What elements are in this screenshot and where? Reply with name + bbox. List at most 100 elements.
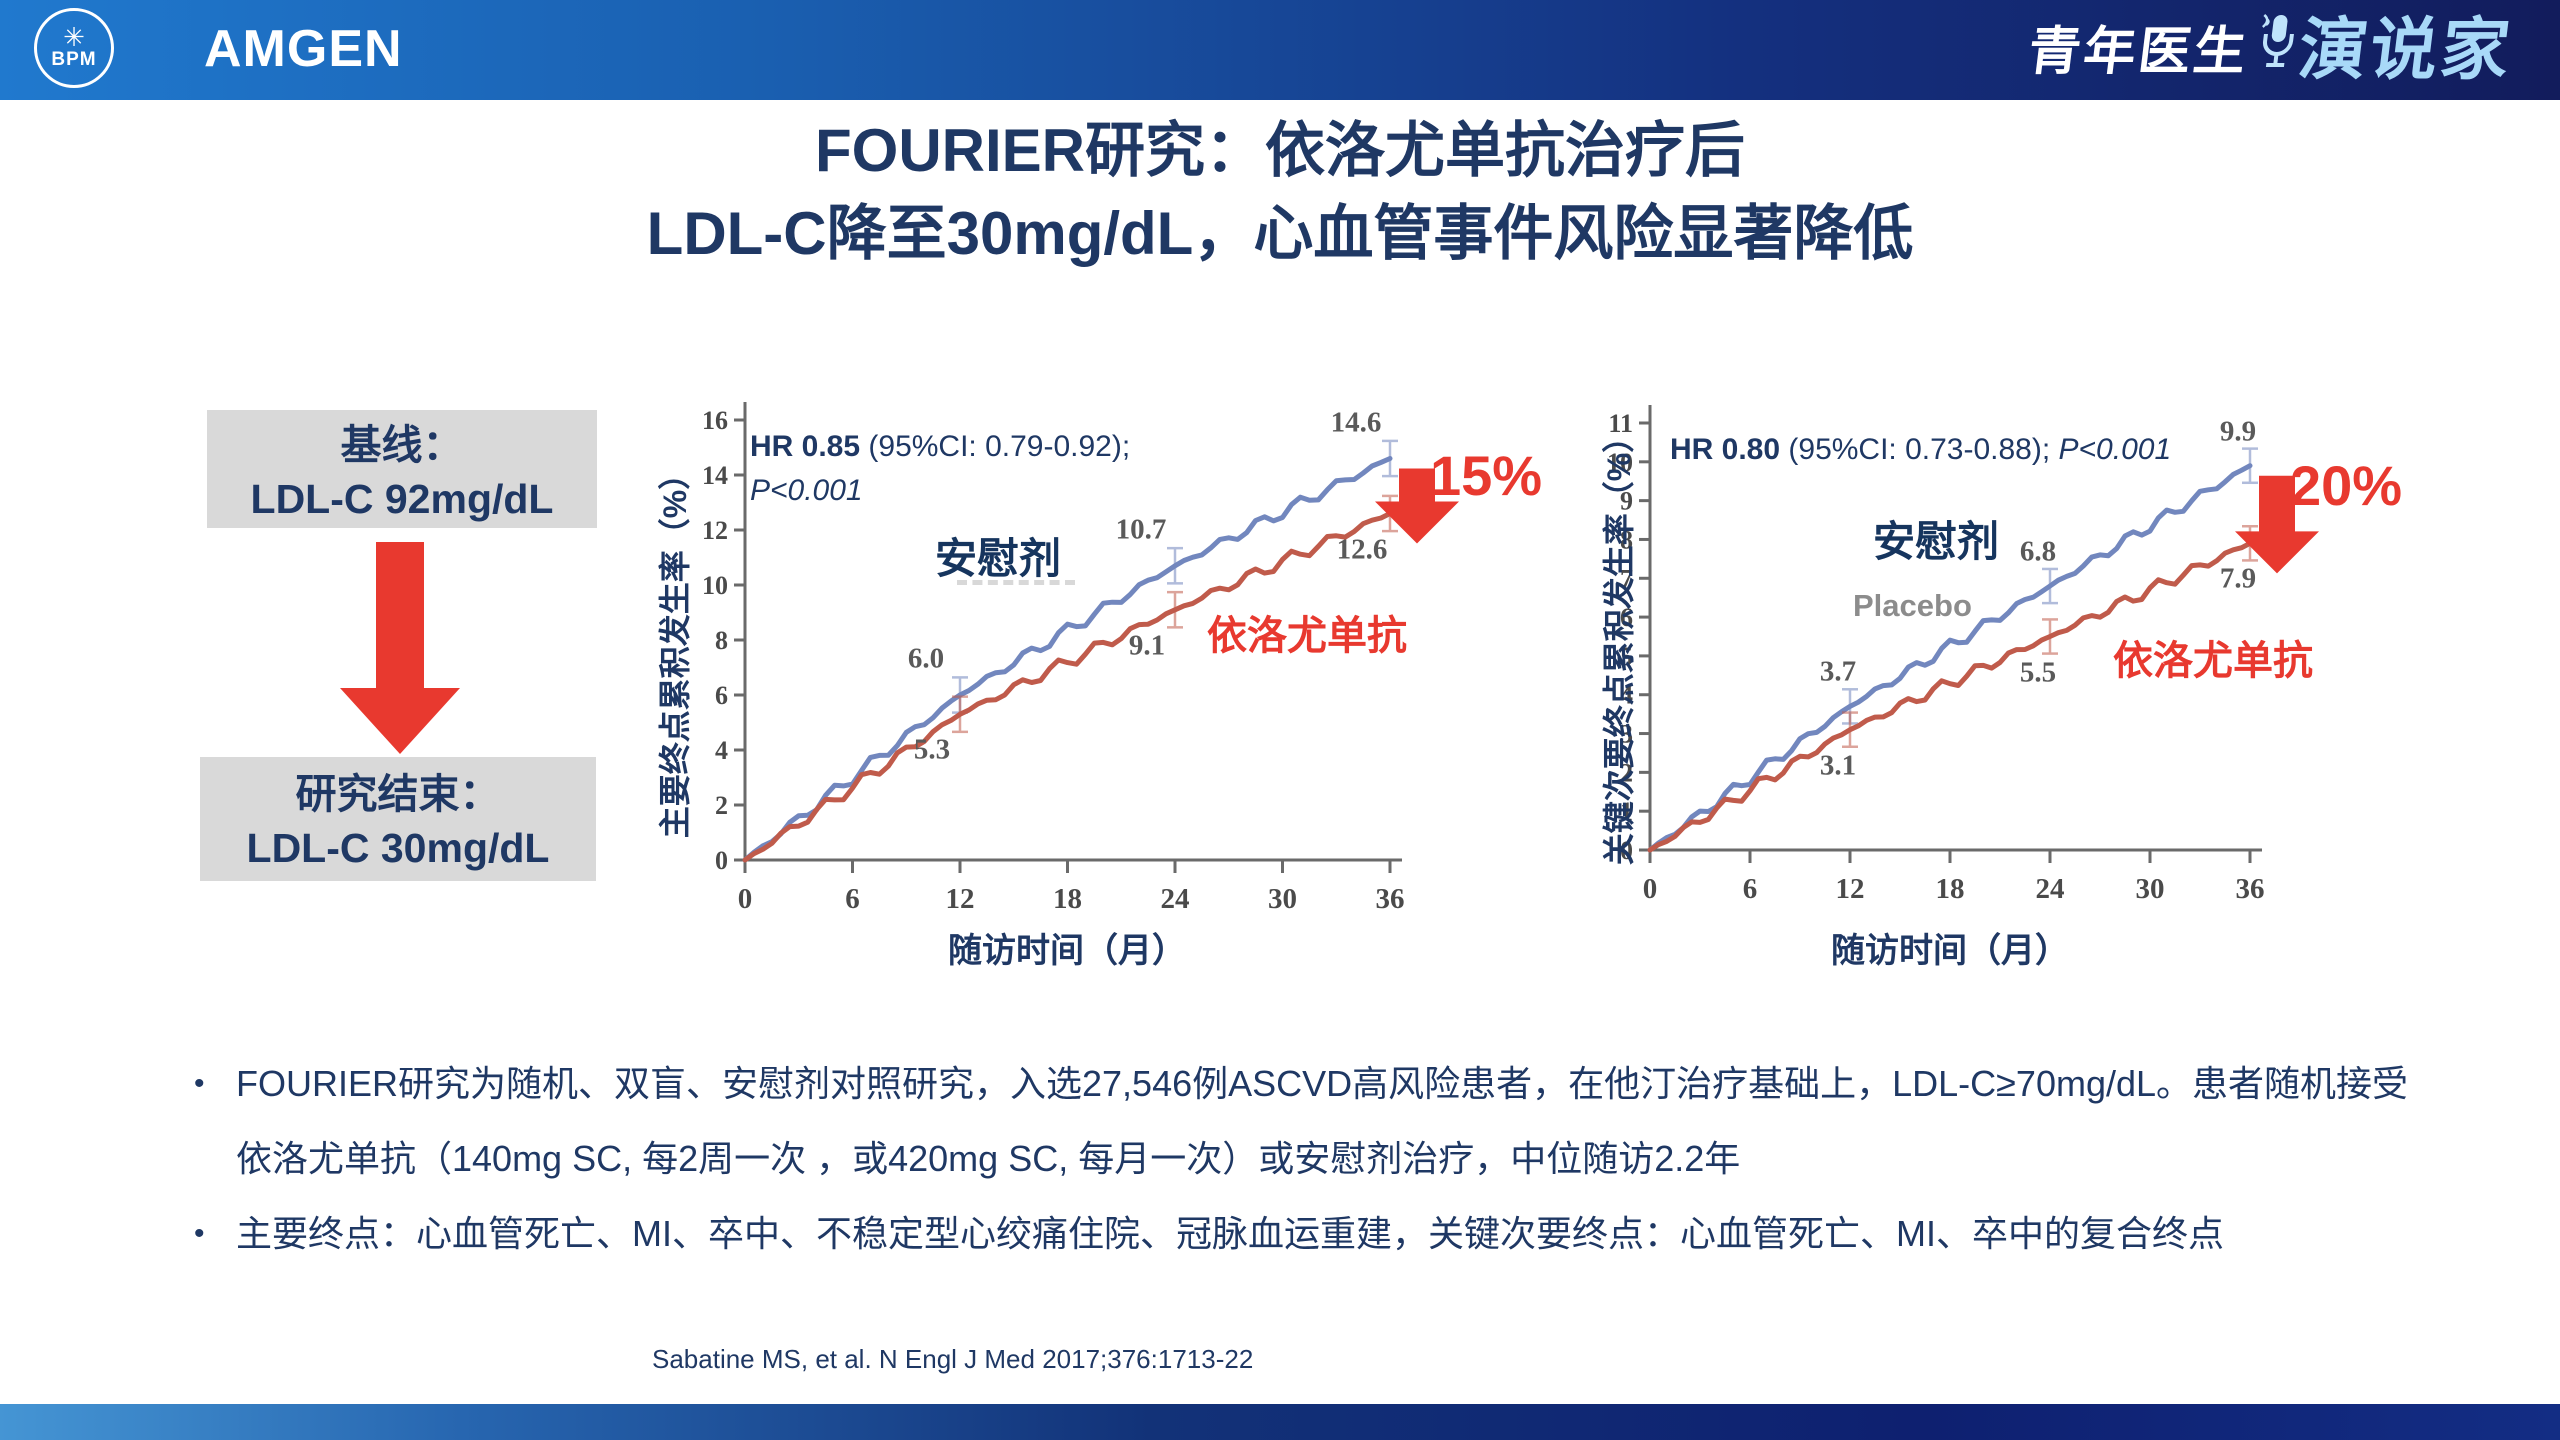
microphone-icon bbox=[2256, 13, 2300, 76]
svg-text:16: 16 bbox=[702, 406, 728, 435]
svg-text:24: 24 bbox=[1161, 883, 1190, 915]
summary-bullets: • FOURIER研究为随机、双盲、安慰剂对照研究，入选27,546例ASCVD… bbox=[188, 1046, 2418, 1271]
svg-text:12: 12 bbox=[946, 883, 975, 915]
chart-secondary-endpoint: 0 1 2 3 4 5 6 7 8 9 10 11 0 6 12 18 24 30 36 关键次要终点累积发生率（%… bbox=[1535, 375, 2415, 987]
header-bar: ✳ BPM AMGEN 青年医生 演说家 bbox=[0, 0, 2560, 100]
svg-text:7: 7 bbox=[1620, 564, 1633, 593]
svg-text:8: 8 bbox=[715, 626, 728, 655]
brand-text-right: 演说家 bbox=[2294, 12, 2517, 88]
title-line-1: FOURIER研究：依洛尤单抗治疗后 bbox=[815, 117, 1745, 184]
y-axis-label: 关键次要终点累积发生率（%） bbox=[1601, 420, 1637, 866]
evolocumab-label: 依洛尤单抗 bbox=[2113, 639, 2313, 683]
data-label: 9.1 bbox=[1128, 629, 1166, 662]
svg-text:6: 6 bbox=[1620, 603, 1633, 632]
svg-text:0: 0 bbox=[738, 883, 753, 915]
svg-text:18: 18 bbox=[1053, 883, 1082, 915]
svg-text:12: 12 bbox=[1836, 873, 1865, 905]
hr-value: HR 0.80 bbox=[1670, 433, 1781, 466]
svg-text:6: 6 bbox=[715, 681, 728, 710]
bullet-dot: • bbox=[194, 1067, 205, 1100]
svg-text:9: 9 bbox=[1620, 487, 1633, 516]
svg-text:5: 5 bbox=[1620, 642, 1633, 671]
bpm-emblem-icon: ✳ bbox=[63, 22, 85, 52]
svg-text:12: 12 bbox=[702, 516, 728, 545]
data-label: 7.9 bbox=[2219, 562, 2257, 595]
svg-text:18: 18 bbox=[1936, 873, 1965, 905]
data-label: 9.9 bbox=[2219, 415, 2257, 448]
bullet-item: • 主要终点：心血管死亡、MI、卒中、不稳定型心绞痛住院、冠脉血运重建，关键次要… bbox=[188, 1196, 2418, 1271]
placebo-label: 安慰剂 bbox=[1873, 518, 2000, 565]
chart-primary-endpoint: 0 2 4 6 8 10 12 14 16 0 6 12 18 24 30 36 主要终点累积发生率（%） 随… bbox=[630, 375, 1560, 987]
svg-text:11: 11 bbox=[1608, 409, 1633, 438]
svg-text:36: 36 bbox=[1376, 883, 1405, 915]
risk-reduction-percent: 20% bbox=[2290, 454, 2403, 517]
study-end-box: 研究结束： LDL-C 30mg/dL bbox=[200, 757, 596, 881]
hr-annotation: HR 0.85 (95%CI: 0.79-0.92); P<0.001 bbox=[750, 425, 1230, 512]
svg-text:4: 4 bbox=[715, 736, 728, 765]
brand-logo: 青年医生 演说家 bbox=[2024, 10, 2517, 90]
svg-text:6: 6 bbox=[1743, 873, 1758, 905]
bpm-logo: ✳ BPM bbox=[34, 8, 114, 88]
bullet-item: • FOURIER研究为随机、双盲、安慰剂对照研究，入选27,546例ASCVD… bbox=[188, 1046, 2418, 1196]
page-title: FOURIER研究：依洛尤单抗治疗后 LDL-C降至30mg/dL，心血管事件风… bbox=[0, 110, 2560, 276]
bpm-logo-text: BPM bbox=[51, 49, 97, 70]
bullet-text: 主要终点：心血管死亡、MI、卒中、不稳定型心绞痛住院、冠脉血运重建，关键次要终点… bbox=[236, 1213, 2224, 1254]
evolocumab-label: 依洛尤单抗 bbox=[1207, 614, 1407, 658]
data-label: 3.1 bbox=[1819, 749, 1857, 782]
amgen-logo: AMGEN bbox=[204, 20, 403, 78]
reduction-arrow-icon bbox=[1375, 468, 1459, 544]
risk-reduction-percent: 15% bbox=[1430, 444, 1543, 507]
svg-text:0: 0 bbox=[715, 846, 728, 875]
x-axis-label: 随访时间（月） bbox=[948, 932, 1186, 970]
svg-text:4: 4 bbox=[1620, 681, 1633, 710]
baseline-box-line1: 基线： bbox=[340, 422, 464, 468]
data-label: 5.3 bbox=[913, 733, 951, 766]
footer-bar bbox=[0, 1404, 2560, 1440]
svg-text:0: 0 bbox=[1620, 836, 1633, 865]
svg-text:30: 30 bbox=[1268, 883, 1297, 915]
baseline-box-line2: LDL-C 92mg/dL bbox=[250, 476, 554, 523]
svg-text:1: 1 bbox=[1620, 797, 1633, 826]
y-axis-label: 主要终点累积发生率（%） bbox=[657, 457, 693, 839]
svg-text:10: 10 bbox=[1607, 448, 1633, 477]
svg-text:24: 24 bbox=[2036, 873, 2065, 905]
hr-value: HR 0.85 bbox=[750, 430, 861, 463]
svg-text:36: 36 bbox=[2236, 873, 2265, 905]
svg-text:2: 2 bbox=[715, 791, 728, 820]
reduction-arrow-icon bbox=[2235, 475, 2319, 574]
svg-text:30: 30 bbox=[2136, 873, 2165, 905]
data-label: 6.0 bbox=[907, 642, 945, 675]
baseline-box: 基线： LDL-C 92mg/dL bbox=[207, 410, 597, 528]
data-label: 12.6 bbox=[1336, 533, 1388, 565]
study-end-box-line1: 研究结束： bbox=[295, 771, 501, 817]
data-label: 14.6 bbox=[1330, 406, 1382, 438]
study-end-box-line2: LDL-C 30mg/dL bbox=[246, 825, 550, 872]
bullet-text: FOURIER研究为随机、双盲、安慰剂对照研究，入选27,546例ASCVD高风… bbox=[236, 1063, 2409, 1179]
svg-text:3: 3 bbox=[1620, 720, 1633, 749]
hr-ci: (95%CI: 0.73-0.88); bbox=[1780, 433, 2059, 466]
svg-text:14: 14 bbox=[702, 461, 728, 490]
data-label: 3.7 bbox=[1819, 655, 1857, 688]
down-arrow-icon bbox=[330, 542, 470, 762]
data-label: 10.7 bbox=[1115, 513, 1167, 546]
brand-text-left: 青年医生 bbox=[2025, 23, 2253, 81]
p-value: P<0.001 bbox=[2058, 433, 2172, 466]
svg-text:10: 10 bbox=[702, 571, 728, 600]
data-label: 5.5 bbox=[2019, 656, 2057, 688]
placebo-label: 安慰剂 bbox=[935, 535, 1062, 582]
hr-ci: (95%CI: 0.79-0.92); bbox=[860, 430, 1131, 463]
bullet-dot: • bbox=[194, 1217, 205, 1250]
svg-text:8: 8 bbox=[1620, 525, 1633, 554]
svg-text:2: 2 bbox=[1620, 758, 1633, 787]
p-value: P<0.001 bbox=[750, 473, 863, 507]
title-line-2: LDL-C降至30mg/dL，心血管事件风险显著降低 bbox=[646, 199, 1914, 267]
hr-annotation: HR 0.80 (95%CI: 0.73-0.88); P<0.001 bbox=[1670, 433, 2370, 467]
svg-text:6: 6 bbox=[845, 883, 860, 915]
svg-text:0: 0 bbox=[1643, 873, 1658, 905]
citation: Sabatine MS, et al. N Engl J Med 2017;37… bbox=[652, 1344, 1254, 1374]
placebo-en-label: Placebo bbox=[1853, 588, 1972, 623]
covered-placebo-remnant bbox=[957, 580, 1075, 585]
